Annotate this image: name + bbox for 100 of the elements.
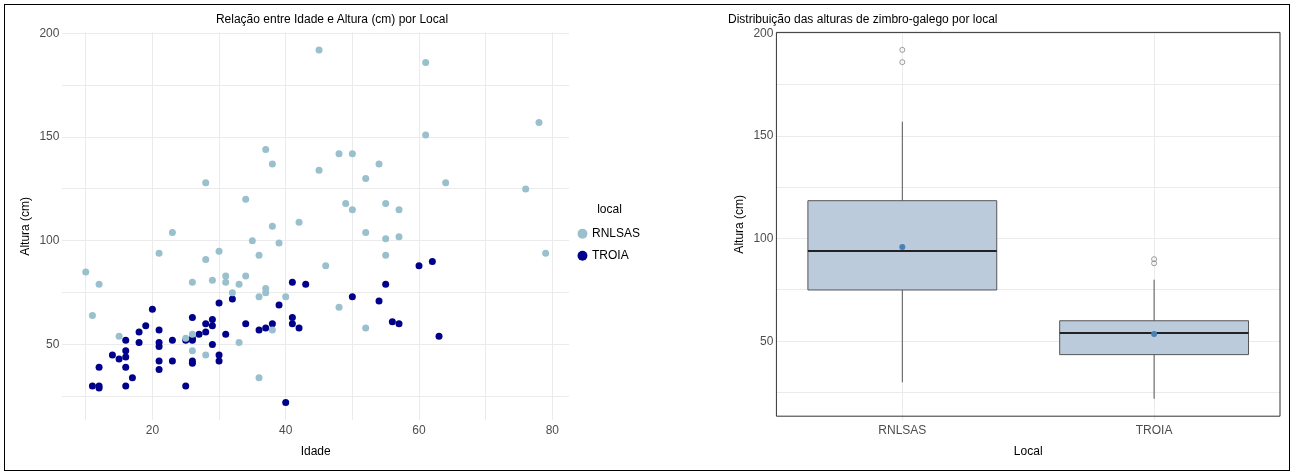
point xyxy=(82,268,90,276)
point xyxy=(122,347,130,355)
x-tick-label: RNLSAS xyxy=(878,422,927,437)
point xyxy=(88,311,96,319)
point xyxy=(228,295,236,303)
point xyxy=(262,324,270,332)
point xyxy=(388,318,396,326)
point xyxy=(395,320,403,328)
point xyxy=(255,326,263,334)
point xyxy=(202,255,210,263)
chart-title: Distribuição das alturas de zimbro-galego por local xyxy=(728,11,998,26)
point xyxy=(215,247,223,255)
point xyxy=(188,314,196,322)
legend-title: local xyxy=(597,201,622,216)
point xyxy=(242,320,250,328)
point xyxy=(362,229,370,237)
point xyxy=(522,185,530,193)
point xyxy=(302,280,310,288)
y-tick-label: 150 xyxy=(753,128,774,143)
x-tick-label: 80 xyxy=(545,422,560,437)
point xyxy=(248,237,256,245)
point xyxy=(268,160,276,168)
point xyxy=(168,357,176,365)
point xyxy=(135,338,143,346)
point xyxy=(202,328,210,336)
point xyxy=(155,343,163,351)
point xyxy=(422,58,430,66)
y-axis-title: Altura (cm) xyxy=(17,196,32,256)
point xyxy=(188,347,196,355)
point xyxy=(95,363,103,371)
point xyxy=(535,119,543,127)
point xyxy=(122,363,130,371)
point xyxy=(335,303,343,311)
point xyxy=(208,316,216,324)
point xyxy=(122,382,130,390)
point xyxy=(122,353,130,361)
point xyxy=(348,206,356,214)
point xyxy=(295,218,303,226)
point xyxy=(362,175,370,183)
point xyxy=(268,320,276,328)
point xyxy=(228,289,236,297)
point xyxy=(208,276,216,284)
point xyxy=(142,322,150,330)
point xyxy=(288,278,296,286)
point xyxy=(255,293,263,301)
point xyxy=(322,262,330,270)
point xyxy=(255,374,263,382)
point xyxy=(202,320,210,328)
point xyxy=(428,258,436,266)
point xyxy=(282,399,290,407)
point xyxy=(255,251,263,259)
point xyxy=(88,382,96,390)
point xyxy=(395,206,403,214)
chart-title: Relação entre Idade e Altura (cm) por Local xyxy=(215,11,449,26)
point xyxy=(242,195,250,203)
y-tick-label: 150 xyxy=(39,129,60,144)
point xyxy=(168,336,176,344)
point xyxy=(182,382,190,390)
legend-label: RNLSAS xyxy=(591,226,641,241)
y-tick-label: 100 xyxy=(39,233,60,248)
point xyxy=(362,324,370,332)
point xyxy=(215,351,223,359)
point xyxy=(222,278,230,286)
point xyxy=(235,280,243,288)
point xyxy=(208,341,216,349)
point xyxy=(262,146,270,154)
point xyxy=(382,235,390,243)
point xyxy=(288,320,296,328)
point xyxy=(202,179,210,187)
point xyxy=(335,150,343,158)
point xyxy=(148,305,156,313)
point xyxy=(415,262,423,270)
y-tick-label: 200 xyxy=(753,25,774,40)
point xyxy=(95,280,103,288)
point xyxy=(382,199,390,207)
point xyxy=(122,336,130,344)
legend-label: TROIA xyxy=(591,248,629,263)
point xyxy=(282,293,290,301)
point xyxy=(315,166,323,174)
point xyxy=(288,314,296,322)
point xyxy=(202,351,210,359)
point xyxy=(155,249,163,257)
y-axis-title: Altura (cm) xyxy=(731,194,746,254)
point xyxy=(375,297,383,305)
point xyxy=(188,278,196,286)
x-axis-title: Idade xyxy=(300,444,332,459)
point xyxy=(155,326,163,334)
point xyxy=(188,330,196,338)
y-tick-label: 100 xyxy=(753,230,774,245)
point xyxy=(442,179,450,187)
x-tick-label: TROIA xyxy=(1135,422,1173,437)
point xyxy=(268,222,276,230)
point xyxy=(235,338,243,346)
y-tick-label: 200 xyxy=(39,25,60,40)
point xyxy=(108,351,116,359)
point xyxy=(382,251,390,259)
point xyxy=(115,332,123,340)
point xyxy=(422,131,430,139)
point xyxy=(155,365,163,373)
point xyxy=(342,199,350,207)
